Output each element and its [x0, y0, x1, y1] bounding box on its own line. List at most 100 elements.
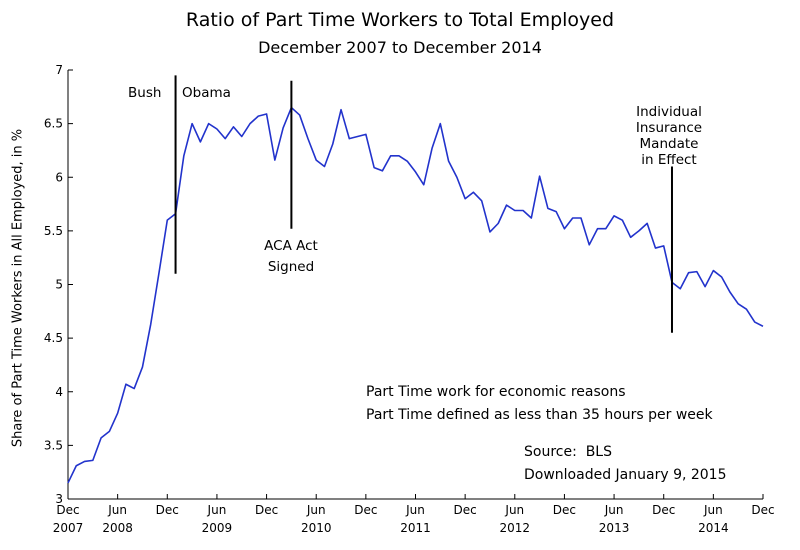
data-point — [75, 465, 77, 467]
data-point — [696, 271, 698, 273]
data-point — [307, 138, 309, 140]
chart-title: Ratio of Part Time Workers to Total Empl… — [185, 9, 615, 31]
data-point — [299, 114, 301, 116]
data-point — [638, 230, 640, 232]
note-definition: Part Time defined as less than 35 hours … — [366, 407, 714, 423]
x-ticks: Dec 2007 Jun 2008 Dec Jun 2009 Dec Jun 2010 Dec Jun… — [53, 494, 775, 535]
data-point — [332, 143, 334, 145]
data-point — [282, 127, 284, 129]
data-point — [704, 286, 706, 288]
data-point — [381, 170, 383, 172]
data-point — [613, 215, 615, 217]
x-tick-label-year: 2013 — [599, 521, 630, 535]
data-point — [646, 222, 648, 224]
data-point — [125, 383, 127, 385]
data-point — [654, 247, 656, 249]
data-point — [563, 228, 565, 230]
data-point — [199, 141, 201, 143]
data-point — [266, 113, 268, 115]
data-point — [92, 459, 94, 461]
data-point — [67, 482, 69, 484]
x-tick-label-month: Dec — [454, 503, 477, 517]
data-point — [456, 176, 458, 178]
data-point — [323, 166, 325, 168]
annotation-individual: Individual — [636, 104, 702, 120]
data-point — [150, 323, 152, 325]
data-point — [241, 136, 243, 138]
data-point — [141, 366, 143, 368]
y-tick-label: 3.5 — [44, 438, 63, 452]
data-point — [431, 147, 433, 149]
annotation-insurance: Insurance — [636, 120, 702, 136]
x-tick-label-year: 2009 — [202, 521, 233, 535]
data-point — [340, 109, 342, 111]
series-line — [67, 106, 764, 484]
x-tick-label-month: Dec — [751, 503, 774, 517]
x-tick-label-month: Jun — [703, 503, 723, 517]
data-point — [712, 270, 714, 272]
y-tick-label: 6 — [55, 170, 63, 184]
x-tick-label-month: Jun — [306, 503, 326, 517]
data-point — [721, 276, 723, 278]
data-point — [530, 217, 532, 219]
data-point — [224, 138, 226, 140]
y-tick-label: 6.5 — [44, 117, 63, 131]
x-tick-label-month: Jun — [207, 503, 227, 517]
x-tick-label-month: Dec — [56, 503, 79, 517]
x-tick-label-month: Jun — [107, 503, 127, 517]
x-tick-label-month: Dec — [354, 503, 377, 517]
data-point — [745, 308, 747, 310]
data-point — [762, 325, 764, 327]
data-point — [166, 219, 168, 221]
x-tick-label-month: Dec — [652, 503, 675, 517]
x-tick-label-year: 2011 — [400, 521, 431, 535]
data-point — [158, 272, 160, 274]
annotation-obama: Obama — [182, 85, 231, 101]
data-point — [133, 388, 135, 390]
data-point — [663, 245, 665, 247]
data-point — [572, 217, 574, 219]
data-point — [464, 198, 466, 200]
data-point — [348, 138, 350, 140]
data-point — [514, 210, 516, 212]
x-tick-label-year: 2008 — [102, 521, 133, 535]
data-point — [588, 244, 590, 246]
data-point — [497, 222, 499, 224]
data-point — [621, 219, 623, 221]
data-point — [373, 167, 375, 169]
annotation-in-effect: in Effect — [641, 152, 696, 168]
x-tick-label-year: 2012 — [500, 521, 531, 535]
data-point — [117, 412, 119, 414]
data-point — [630, 236, 632, 238]
y-tick-label: 5.5 — [44, 224, 63, 238]
annotation-mandate: Mandate — [640, 136, 699, 152]
data-point — [406, 160, 408, 162]
data-point — [365, 133, 367, 135]
chart-subtitle: December 2007 to December 2014 — [258, 38, 542, 57]
data-point — [555, 211, 557, 213]
data-point — [415, 171, 417, 173]
data-point — [489, 231, 491, 233]
x-tick-label-month: Dec — [156, 503, 179, 517]
data-point — [679, 288, 681, 290]
data-point — [754, 321, 756, 323]
note-source: Source: BLS — [524, 444, 612, 460]
annotation-bush: Bush — [128, 85, 161, 101]
annotation-signed: Signed — [268, 259, 314, 275]
data-point — [357, 136, 359, 138]
data-point — [506, 204, 508, 206]
data-point — [737, 303, 739, 305]
data-point — [439, 123, 441, 125]
data-point — [580, 217, 582, 219]
data-point — [547, 207, 549, 209]
data-point — [472, 191, 474, 193]
annotation-aca-act: ACA Act — [264, 238, 318, 254]
data-point — [605, 228, 607, 230]
data-point — [232, 126, 234, 128]
y-tick-label: 4.5 — [44, 331, 63, 345]
x-tick-label-month: Dec — [553, 503, 576, 517]
data-point — [208, 123, 210, 125]
y-tick-label: 5 — [55, 278, 63, 292]
data-point — [249, 123, 251, 125]
